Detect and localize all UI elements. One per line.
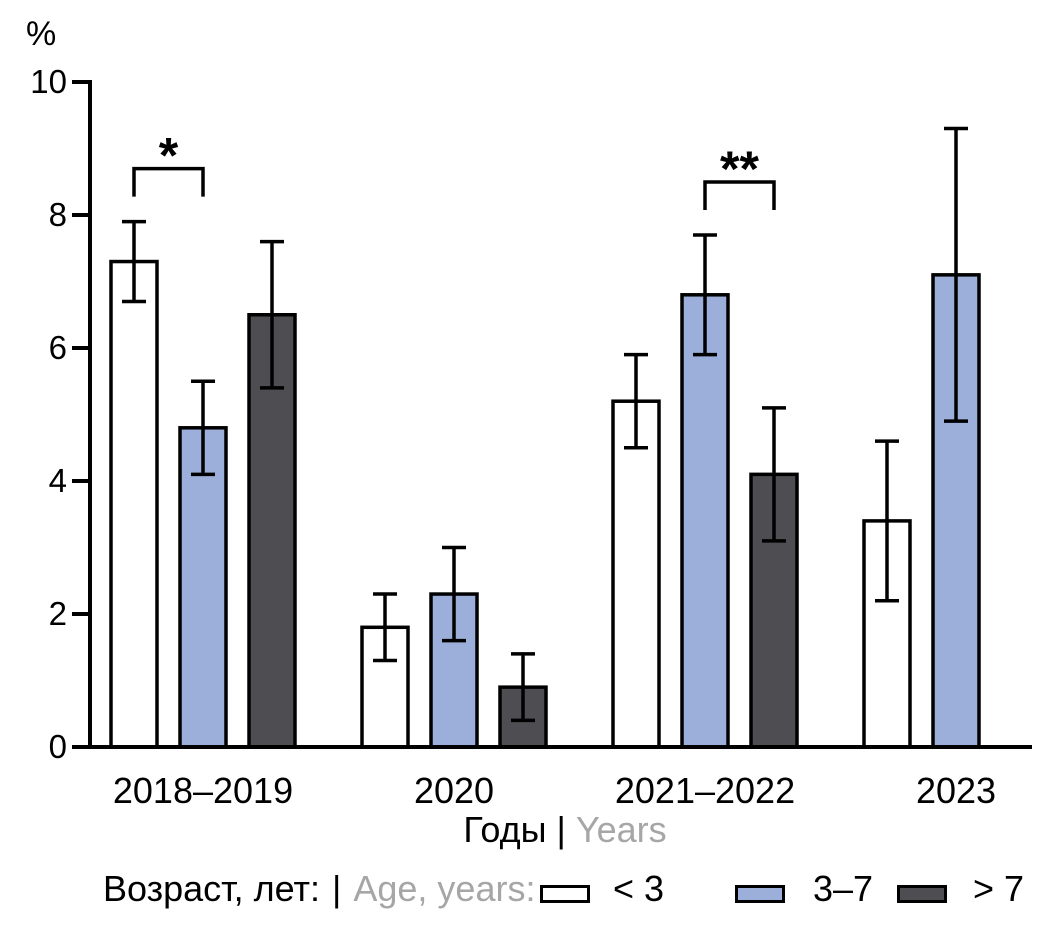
bar-2018–2019-< 3	[109, 259, 159, 749]
legend-swatch-3–7	[735, 885, 785, 903]
bar-2021–2022-3–7	[680, 293, 730, 749]
legend-swatch-< 3	[540, 885, 590, 903]
significance-bracket	[132, 166, 205, 197]
x-axis-title-ru: Годы	[463, 809, 547, 850]
x-category-label-2023: 2023	[915, 770, 997, 811]
legend-title-ru: Возраст, лет:	[103, 868, 321, 909]
bar-2023-< 3	[862, 519, 912, 749]
legend-label-3–7: 3–7	[813, 868, 874, 909]
legend-title: Возраст, лет: | Age, years:	[103, 868, 535, 910]
bar-2021–2022-< 3	[611, 399, 661, 749]
y-tick-label-2: 2	[48, 595, 67, 632]
significance-label: **	[720, 141, 759, 197]
y-tick-label-4: 4	[48, 462, 67, 499]
x-category-label-2020: 2020	[413, 770, 495, 811]
legend-swatch-> 7	[897, 885, 947, 903]
x-axis-title: Годы | Years	[315, 809, 815, 851]
legend-label-> 7: > 7	[973, 868, 1025, 909]
x-axis-title-separator: |	[556, 809, 566, 850]
y-tick-label-6: 6	[48, 329, 67, 366]
y-tick-label-10: 10	[30, 63, 67, 100]
significance-label: *	[159, 128, 179, 184]
y-axis-unit-label: %	[26, 15, 57, 53]
x-category-label-2018–2019: 2018–2019	[112, 770, 294, 811]
significance-bracket	[703, 180, 776, 210]
y-tick-label-0: 0	[48, 728, 67, 765]
x-axis-title-en: Years	[575, 809, 667, 850]
y-tick-label-8: 8	[48, 196, 67, 233]
legend-title-separator: |	[332, 868, 342, 909]
x-category-label-2021–2022: 2021–2022	[614, 770, 796, 811]
legend-label-< 3: < 3	[613, 868, 665, 909]
legend-title-en: Age, years:	[353, 868, 536, 909]
